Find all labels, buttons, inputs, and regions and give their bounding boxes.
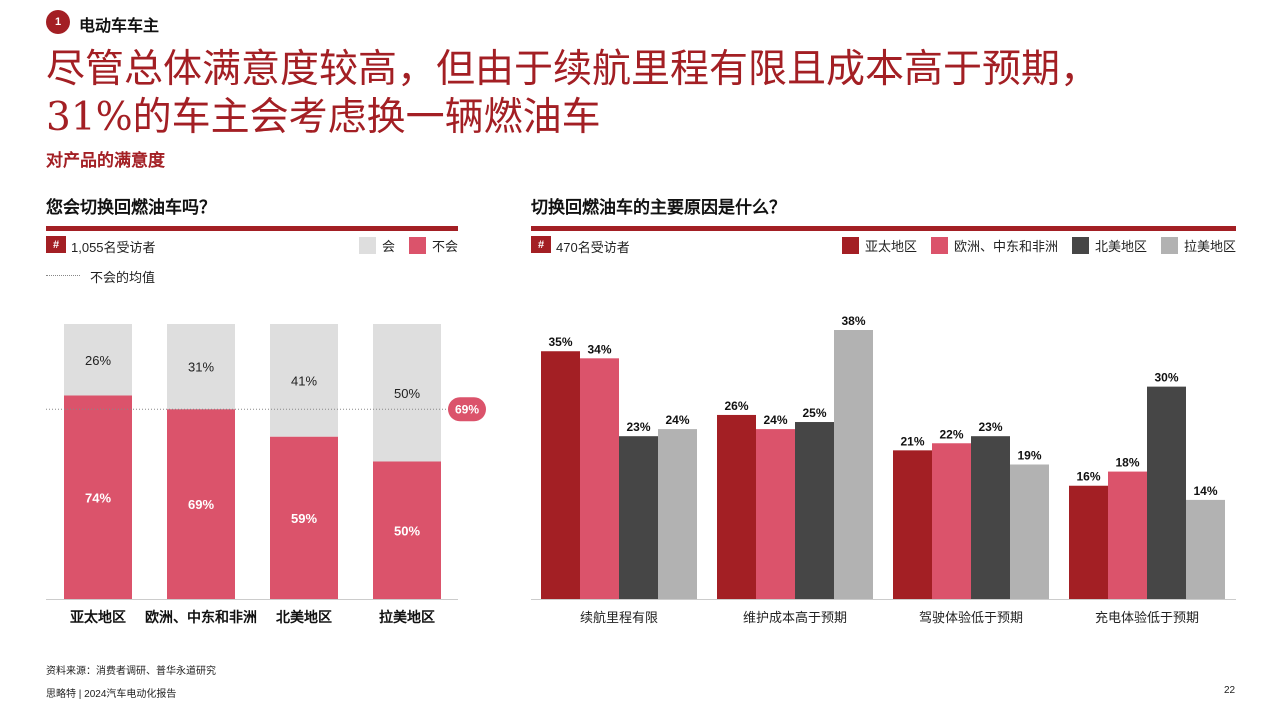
bar-label-3-1: 18% — [1115, 456, 1139, 470]
bar-label-2-1: 22% — [939, 427, 963, 441]
bar-label-2-2: 23% — [978, 420, 1002, 434]
label-no-1: 69% — [188, 497, 214, 512]
bar-label-1-2: 25% — [802, 406, 826, 420]
category-label-1: 维护成本高于预期 — [743, 610, 847, 625]
category-label-0: 亚太地区 — [70, 609, 126, 625]
bar-yes-1 — [167, 324, 235, 410]
bar-label-2-0: 21% — [900, 434, 924, 448]
legend-item-no: 不会 — [408, 236, 458, 255]
right-hash-icon: # — [531, 236, 551, 253]
right-grouped-bar-chart: 35% 34% 23% 24% 续航里程有限 26% 24% 25% 38% 维护成本高于预期 21… — [531, 314, 1236, 625]
legend-swatch-na — [1071, 237, 1089, 254]
bar-label-3-0: 16% — [1076, 470, 1100, 484]
legend-label-no: 不会 — [431, 239, 458, 254]
legend-item-latam: 拉美地区 — [1160, 236, 1236, 255]
legend-label-yes: 会 — [381, 239, 395, 254]
bar-label-0-3: 24% — [665, 413, 689, 427]
label-no-2: 59% — [291, 511, 317, 526]
legend-item-apac: 亚太地区 — [841, 236, 917, 255]
bar-label-0-2: 23% — [626, 420, 650, 434]
label-no-0: 74% — [85, 490, 111, 505]
bar-label-0-1: 34% — [587, 342, 611, 356]
left-respondents: 1,055名受访者 — [71, 240, 156, 255]
left-hash-icon: # — [46, 236, 66, 253]
bar-no-2 — [270, 436, 338, 599]
bar-label-0-0: 35% — [548, 335, 572, 349]
bar-label-1-0: 26% — [724, 399, 748, 413]
legend-swatch-no — [408, 237, 426, 254]
right-respondents: 470名受访者 — [556, 240, 630, 255]
legend-swatch-yes — [358, 237, 376, 254]
bar-0-2 — [619, 436, 658, 599]
bar-no-1 — [167, 409, 235, 599]
legend-swatch-apac — [841, 237, 859, 254]
bar-yes-2 — [270, 324, 338, 437]
bar-3-1 — [1108, 471, 1147, 599]
footer-publisher: 思略特 | 2024汽车电动化报告 — [46, 689, 177, 700]
left-stacked-bar-chart: 26% 74% 亚太地区 31% 69% 欧洲、中东和非洲 41% 59% 北美地区 50% 50%… — [46, 324, 486, 625]
right-title-rule — [531, 226, 1236, 231]
bar-label-1-1: 24% — [763, 413, 787, 427]
legend-item-yes: 会 — [358, 236, 395, 255]
bar-0-3 — [658, 429, 697, 599]
bar-0-1 — [580, 358, 619, 599]
bar-label-2-3: 19% — [1017, 449, 1041, 463]
headline-line-2: 31%的车主会考虑换一辆燃油车 — [46, 95, 601, 140]
bar-0-0 — [541, 351, 580, 599]
bar-2-1 — [932, 443, 971, 599]
section-number-badge: 1 — [46, 10, 70, 34]
left-title-rule — [46, 226, 458, 231]
bar-yes-0 — [64, 324, 132, 396]
bar-label-3-2: 30% — [1154, 371, 1178, 385]
bar-2-2 — [971, 436, 1010, 599]
bar-3-3 — [1186, 499, 1225, 599]
bar-2-3 — [1010, 464, 1049, 599]
headline-line-1: 尽管总体满意度较高，但由于续航里程有限且成本高于预期， — [46, 47, 1100, 92]
bar-yes-3 — [373, 324, 441, 462]
legend-swatch-latam — [1160, 237, 1178, 254]
avg-line-label: 不会的均值 — [90, 270, 156, 285]
legend-item-emea: 欧洲、中东和非洲 — [930, 236, 1058, 255]
legend-item-na: 北美地区 — [1071, 236, 1147, 255]
bar-3-2 — [1147, 386, 1186, 599]
bar-no-3 — [373, 461, 441, 599]
label-yes-2: 41% — [291, 373, 317, 388]
category-label-3: 拉美地区 — [379, 609, 435, 625]
legend-label-apac: 亚太地区 — [864, 239, 917, 254]
average-badge-label: 69% — [455, 402, 479, 416]
left-chart-title: 您会切换回燃油车吗？ — [46, 198, 216, 217]
source-note: 资料来源：消费者调研、普华永道研究 — [46, 666, 216, 677]
right-legend: 亚太地区 欧洲、中东和非洲 北美地区 拉美地区 — [834, 236, 1236, 255]
category-label-0: 续航里程有限 — [580, 610, 658, 625]
category-label-3: 充电体验低于预期 — [1095, 610, 1199, 625]
legend-label-na: 北美地区 — [1094, 239, 1147, 254]
bar-3-0 — [1069, 485, 1108, 599]
bar-1-2 — [795, 422, 834, 599]
left-legend: 会 不会 — [351, 236, 458, 255]
label-yes-3: 50% — [394, 386, 420, 401]
label-yes-0: 26% — [85, 353, 111, 368]
label-yes-1: 31% — [188, 360, 214, 375]
legend-swatch-emea — [930, 237, 948, 254]
bar-label-1-3: 38% — [841, 314, 865, 328]
bar-1-1 — [756, 429, 795, 599]
page-subtitle: 对产品的满意度 — [46, 151, 165, 170]
bar-label-3-3: 14% — [1193, 484, 1217, 498]
section-label: 电动车车主 — [79, 18, 160, 35]
legend-label-emea: 欧洲、中东和非洲 — [953, 239, 1058, 254]
page-number: 22 — [1224, 685, 1236, 696]
category-label-2: 北美地区 — [276, 609, 332, 625]
legend-label-latam: 拉美地区 — [1183, 239, 1236, 254]
bar-1-3 — [834, 330, 873, 599]
right-chart-title: 切换回燃油车的主要原因是什么？ — [531, 198, 786, 217]
bar-1-0 — [717, 414, 756, 599]
label-no-3: 50% — [394, 523, 420, 538]
avg-line-legend-icon — [46, 275, 80, 276]
average-badge — [448, 397, 486, 422]
bar-2-0 — [893, 450, 932, 599]
page-headline: 尽管总体满意度较高，但由于续航里程有限且成本高于预期， 31%的车主会考虑换一辆… — [46, 46, 1246, 142]
category-label-2: 驾驶体验低于预期 — [919, 610, 1023, 625]
category-label-1: 欧洲、中东和非洲 — [145, 609, 257, 625]
bar-no-0 — [64, 395, 132, 599]
